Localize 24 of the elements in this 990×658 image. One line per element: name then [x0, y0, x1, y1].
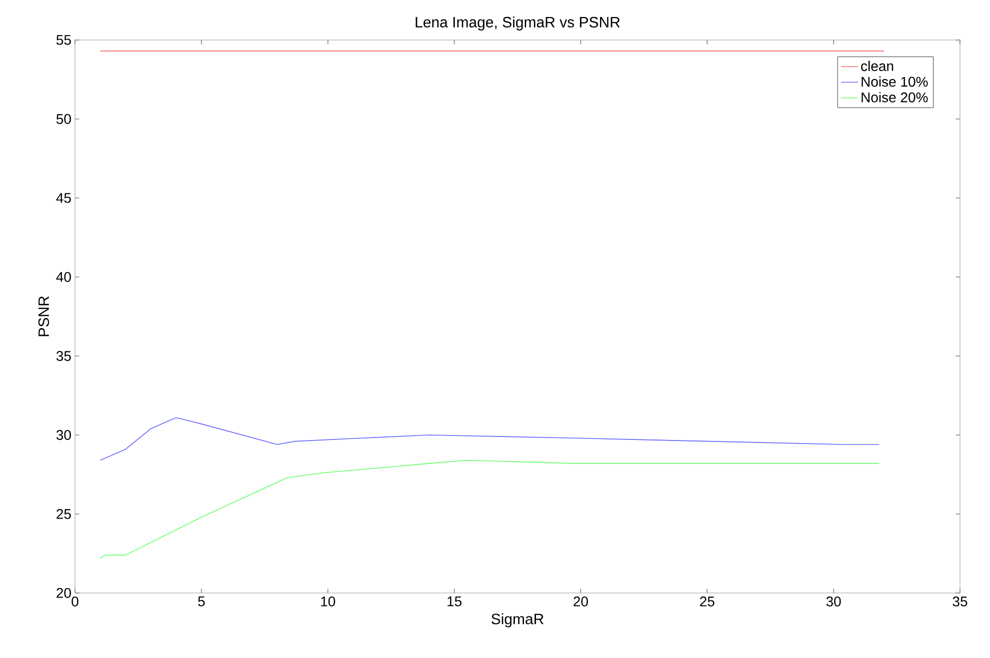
legend-label: Noise 10%	[862, 76, 928, 87]
line-series	[100, 460, 880, 559]
x-axis-title: SigmaR	[492, 613, 544, 628]
y-tick-label: 40	[56, 272, 71, 282]
x-tick-label: 30	[826, 596, 841, 606]
line-series	[100, 417, 880, 461]
x-tick-label: 35	[952, 596, 968, 606]
x-tick-label: 10	[321, 596, 336, 606]
y-tick-label: 55	[56, 35, 71, 45]
y-tick-label: 50	[56, 114, 71, 124]
x-tick-label: 5	[198, 596, 205, 606]
y-tick-label: 30	[56, 430, 71, 440]
legend-label: Noise 20%	[862, 92, 928, 102]
y-tick-label: 20	[56, 588, 71, 598]
y-tick-label: 45	[56, 193, 71, 203]
y-tick-label: 35	[56, 351, 71, 361]
x-tick-label: 15	[448, 596, 462, 606]
chart-title: Lena Image, SigmaR vs PSNR	[416, 16, 620, 30]
x-tick-label: 25	[700, 596, 714, 606]
legend-label: clean	[861, 60, 894, 72]
x-tick-label: 0	[72, 596, 78, 606]
y-tick-label: 25	[56, 509, 71, 519]
y-axis-title: PSNR	[38, 296, 50, 336]
x-tick-label: 20	[574, 596, 588, 606]
